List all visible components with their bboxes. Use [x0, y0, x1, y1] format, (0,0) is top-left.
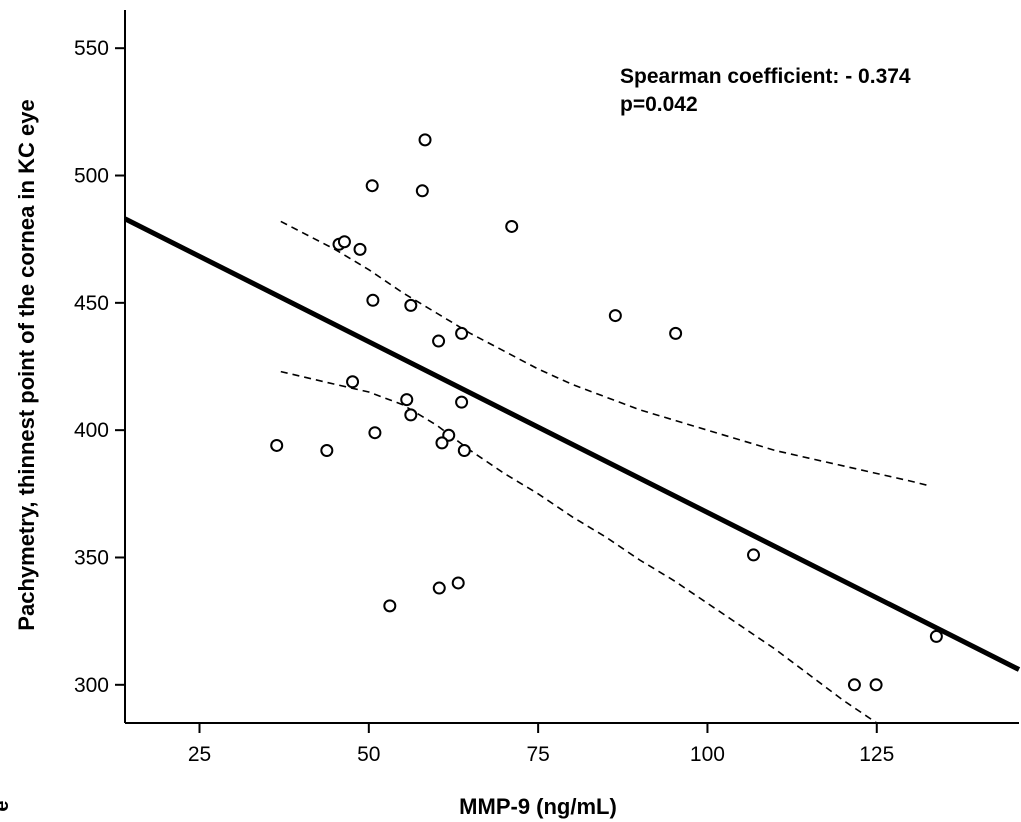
ci-upper-line [280, 220, 932, 487]
data-point [415, 184, 429, 198]
x-tick-label: 125 [859, 743, 894, 766]
data-point [929, 629, 943, 643]
y-tick-label: 400 [74, 419, 109, 442]
y-tick-label: 350 [74, 546, 109, 569]
data-point [432, 581, 446, 595]
ci-lower-line [280, 370, 878, 724]
y-tick-label: 550 [74, 37, 109, 60]
plot-area [123, 133, 1021, 724]
data-point [457, 444, 471, 458]
axes [124, 10, 1019, 724]
data-point [383, 599, 397, 613]
data-point [404, 298, 418, 312]
x-tick-label: 50 [357, 743, 380, 766]
edge-text: e [0, 800, 13, 811]
data-point [404, 408, 418, 422]
data-point [505, 219, 519, 233]
y-tick-label: 450 [74, 292, 109, 315]
y-tick-label: 500 [74, 165, 109, 188]
data-point [608, 309, 622, 323]
data-point [432, 334, 446, 348]
data-point [669, 326, 683, 340]
p-value-annotation: p=0.042 [620, 93, 698, 116]
data-point [346, 375, 360, 389]
data-point [400, 393, 414, 407]
ticks: 25 50 75 100 125 300 350 400 450 500 550 [74, 37, 894, 766]
data-point [353, 242, 367, 256]
data-point [337, 235, 351, 249]
data-point [320, 444, 334, 458]
data-point [747, 548, 761, 562]
x-tick-label: 100 [690, 743, 725, 766]
spearman-annotation: Spearman coefficient: - 0.374 [620, 65, 911, 88]
data-point [455, 326, 469, 340]
data-point [366, 293, 380, 307]
data-point [368, 426, 382, 440]
data-point [418, 133, 432, 147]
y-axis-title: Pachymetry, thinnest point of the cornea… [14, 99, 39, 630]
data-point [869, 678, 883, 692]
x-tick-label: 75 [526, 743, 549, 766]
y-tick-label: 300 [74, 674, 109, 697]
data-point [451, 576, 465, 590]
data-point [270, 438, 284, 452]
regression-line [123, 216, 1021, 672]
x-axis-title: MMP-9 (ng/mL) [459, 794, 617, 819]
data-point [435, 436, 449, 450]
data-point [365, 179, 379, 193]
x-tick-label: 25 [188, 743, 211, 766]
data-point [847, 678, 861, 692]
data-point [455, 395, 469, 409]
